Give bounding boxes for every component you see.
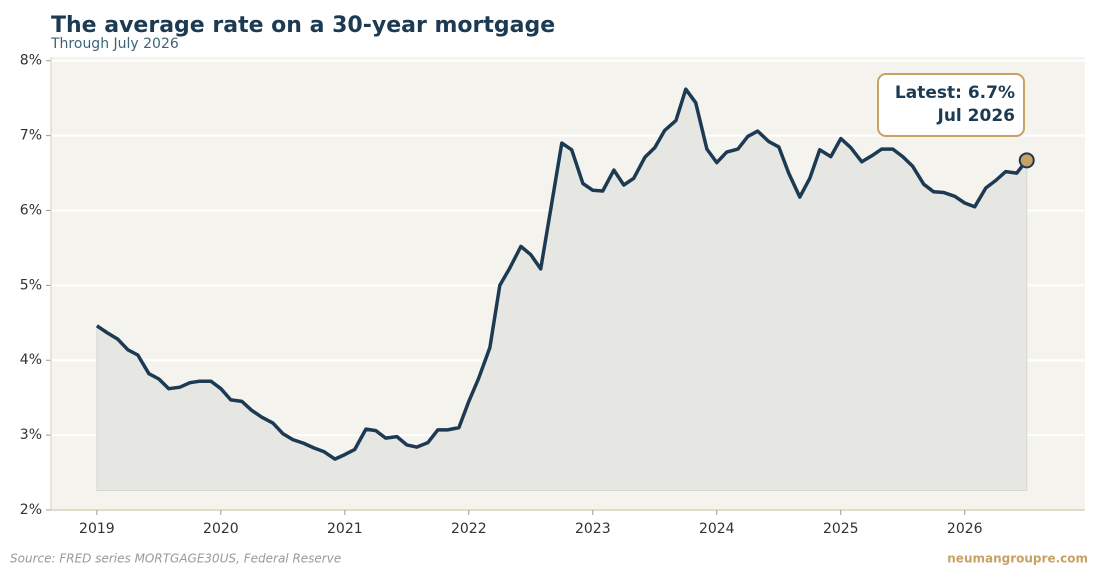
annotation-text: Jul 2026	[937, 106, 1016, 126]
latest-marker	[1018, 152, 1035, 169]
y-tick-label: 4%	[20, 352, 42, 368]
x-tick-label: 2024	[699, 521, 735, 537]
x-tick-label: 2019	[79, 521, 115, 537]
annotation-box	[877, 73, 1025, 137]
chart-title: The average rate on a 30-year mortgage	[51, 13, 555, 38]
credit: neumangroupre.com	[947, 552, 1088, 566]
y-tick-label: 3%	[20, 427, 42, 443]
y-tick-label: 7%	[20, 128, 42, 144]
annotation-text: Latest: 6.7%	[895, 83, 1015, 103]
y-tick-label: 6%	[20, 202, 42, 218]
x-tick-label: 2021	[327, 521, 363, 537]
y-tick-label: 2%	[20, 502, 42, 518]
x-tick-label: 2022	[451, 521, 487, 537]
line	[95, 87, 1029, 461]
chart-subtitle: Through July 2026	[50, 36, 179, 52]
y-tick-label: 5%	[20, 277, 42, 293]
x-tick-label: 2020	[203, 521, 239, 537]
source: Source: FRED series MORTGAGE30US, Federa…	[10, 552, 341, 566]
y-tick-label: 8%	[20, 53, 42, 69]
x-tick-label: 2026	[947, 521, 983, 537]
x-tick-label: 2025	[823, 521, 859, 537]
x-tick-label: 2023	[575, 521, 611, 537]
